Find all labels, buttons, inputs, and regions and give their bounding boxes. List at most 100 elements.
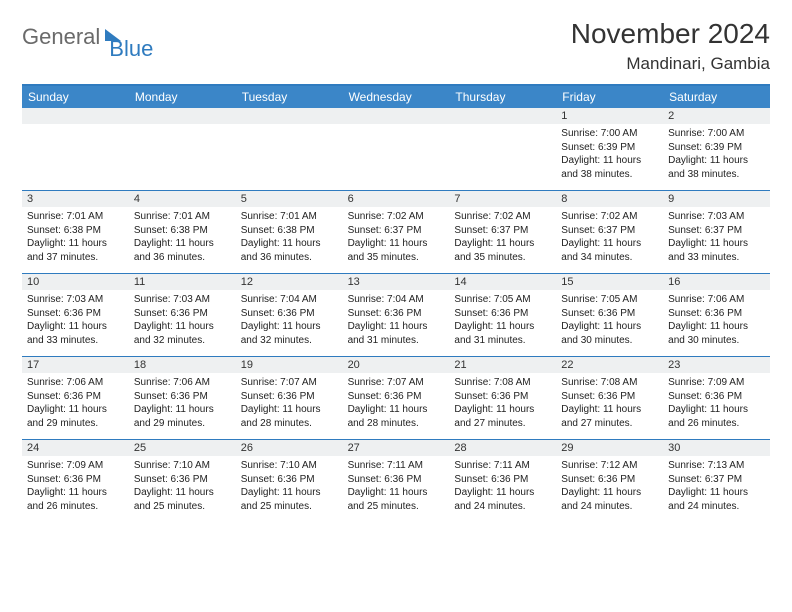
sunrise-text: Sunrise: 7:02 AM	[348, 210, 445, 224]
sunrise-text: Sunrise: 7:00 AM	[561, 127, 658, 141]
cell-body: Sunrise: 7:11 AMSunset: 6:36 PMDaylight:…	[343, 456, 450, 517]
daylight-text: Daylight: 11 hours and 26 minutes.	[668, 403, 765, 430]
daylight-text: Daylight: 11 hours and 34 minutes.	[561, 237, 658, 264]
day-header: Sunday	[22, 86, 129, 108]
sunset-text: Sunset: 6:38 PM	[241, 224, 338, 238]
sunrise-text: Sunrise: 7:08 AM	[454, 376, 551, 390]
sunrise-text: Sunrise: 7:02 AM	[454, 210, 551, 224]
day-number	[22, 108, 129, 124]
brand-logo: General Blue	[22, 24, 153, 50]
cell-body: Sunrise: 7:01 AMSunset: 6:38 PMDaylight:…	[22, 207, 129, 268]
day-number	[449, 108, 556, 124]
daylight-text: Daylight: 11 hours and 32 minutes.	[241, 320, 338, 347]
cell-body: Sunrise: 7:02 AMSunset: 6:37 PMDaylight:…	[449, 207, 556, 268]
weeks-container: 1Sunrise: 7:00 AMSunset: 6:39 PMDaylight…	[22, 108, 770, 522]
cell-body: Sunrise: 7:07 AMSunset: 6:36 PMDaylight:…	[343, 373, 450, 434]
sunset-text: Sunset: 6:36 PM	[134, 390, 231, 404]
daylight-text: Daylight: 11 hours and 24 minutes.	[561, 486, 658, 513]
day-number	[129, 108, 236, 124]
calendar-cell	[343, 108, 450, 190]
sunset-text: Sunset: 6:36 PM	[241, 307, 338, 321]
sunset-text: Sunset: 6:36 PM	[668, 307, 765, 321]
calendar-cell: 21Sunrise: 7:08 AMSunset: 6:36 PMDayligh…	[449, 357, 556, 439]
daylight-text: Daylight: 11 hours and 37 minutes.	[27, 237, 124, 264]
day-number: 12	[236, 274, 343, 290]
sunrise-text: Sunrise: 7:01 AM	[27, 210, 124, 224]
calendar-week: 17Sunrise: 7:06 AMSunset: 6:36 PMDayligh…	[22, 356, 770, 439]
sunrise-text: Sunrise: 7:07 AM	[241, 376, 338, 390]
sunrise-text: Sunrise: 7:03 AM	[668, 210, 765, 224]
calendar-cell: 29Sunrise: 7:12 AMSunset: 6:36 PMDayligh…	[556, 440, 663, 522]
day-number: 28	[449, 440, 556, 456]
sunrise-text: Sunrise: 7:02 AM	[561, 210, 658, 224]
cell-body: Sunrise: 7:11 AMSunset: 6:36 PMDaylight:…	[449, 456, 556, 517]
calendar-cell: 26Sunrise: 7:10 AMSunset: 6:36 PMDayligh…	[236, 440, 343, 522]
cell-body: Sunrise: 7:03 AMSunset: 6:37 PMDaylight:…	[663, 207, 770, 268]
day-number: 15	[556, 274, 663, 290]
sunrise-text: Sunrise: 7:04 AM	[348, 293, 445, 307]
calendar-cell: 16Sunrise: 7:06 AMSunset: 6:36 PMDayligh…	[663, 274, 770, 356]
cell-body: Sunrise: 7:04 AMSunset: 6:36 PMDaylight:…	[343, 290, 450, 351]
location-subtitle: Mandinari, Gambia	[571, 54, 770, 74]
cell-body: Sunrise: 7:01 AMSunset: 6:38 PMDaylight:…	[129, 207, 236, 268]
sunset-text: Sunset: 6:37 PM	[348, 224, 445, 238]
day-number: 18	[129, 357, 236, 373]
calendar-cell: 28Sunrise: 7:11 AMSunset: 6:36 PMDayligh…	[449, 440, 556, 522]
calendar-cell	[449, 108, 556, 190]
cell-body	[343, 124, 450, 131]
sunset-text: Sunset: 6:38 PM	[27, 224, 124, 238]
calendar-cell: 30Sunrise: 7:13 AMSunset: 6:37 PMDayligh…	[663, 440, 770, 522]
calendar-page: General Blue November 2024 Mandinari, Ga…	[0, 0, 792, 532]
day-number: 17	[22, 357, 129, 373]
sunset-text: Sunset: 6:37 PM	[454, 224, 551, 238]
sunrise-text: Sunrise: 7:09 AM	[27, 459, 124, 473]
cell-body: Sunrise: 7:06 AMSunset: 6:36 PMDaylight:…	[22, 373, 129, 434]
sunset-text: Sunset: 6:37 PM	[668, 473, 765, 487]
sunrise-text: Sunrise: 7:12 AM	[561, 459, 658, 473]
daylight-text: Daylight: 11 hours and 28 minutes.	[348, 403, 445, 430]
cell-body: Sunrise: 7:10 AMSunset: 6:36 PMDaylight:…	[129, 456, 236, 517]
sunrise-text: Sunrise: 7:08 AM	[561, 376, 658, 390]
day-number	[236, 108, 343, 124]
sunset-text: Sunset: 6:38 PM	[134, 224, 231, 238]
sunset-text: Sunset: 6:36 PM	[27, 390, 124, 404]
cell-body: Sunrise: 7:12 AMSunset: 6:36 PMDaylight:…	[556, 456, 663, 517]
sunset-text: Sunset: 6:36 PM	[241, 473, 338, 487]
calendar-cell: 11Sunrise: 7:03 AMSunset: 6:36 PMDayligh…	[129, 274, 236, 356]
daylight-text: Daylight: 11 hours and 26 minutes.	[27, 486, 124, 513]
calendar-cell: 1Sunrise: 7:00 AMSunset: 6:39 PMDaylight…	[556, 108, 663, 190]
daylight-text: Daylight: 11 hours and 36 minutes.	[134, 237, 231, 264]
day-header: Saturday	[663, 86, 770, 108]
sunrise-text: Sunrise: 7:05 AM	[561, 293, 658, 307]
calendar-cell: 23Sunrise: 7:09 AMSunset: 6:36 PMDayligh…	[663, 357, 770, 439]
calendar-cell: 3Sunrise: 7:01 AMSunset: 6:38 PMDaylight…	[22, 191, 129, 273]
calendar-cell: 7Sunrise: 7:02 AMSunset: 6:37 PMDaylight…	[449, 191, 556, 273]
daylight-text: Daylight: 11 hours and 29 minutes.	[27, 403, 124, 430]
cell-body: Sunrise: 7:09 AMSunset: 6:36 PMDaylight:…	[22, 456, 129, 517]
calendar-cell: 24Sunrise: 7:09 AMSunset: 6:36 PMDayligh…	[22, 440, 129, 522]
day-number: 29	[556, 440, 663, 456]
sunset-text: Sunset: 6:36 PM	[27, 307, 124, 321]
daylight-text: Daylight: 11 hours and 35 minutes.	[348, 237, 445, 264]
daylight-text: Daylight: 11 hours and 33 minutes.	[27, 320, 124, 347]
sunrise-text: Sunrise: 7:09 AM	[668, 376, 765, 390]
daylight-text: Daylight: 11 hours and 25 minutes.	[134, 486, 231, 513]
sunrise-text: Sunrise: 7:06 AM	[668, 293, 765, 307]
day-number: 16	[663, 274, 770, 290]
sunrise-text: Sunrise: 7:10 AM	[241, 459, 338, 473]
cell-body	[129, 124, 236, 131]
daylight-text: Daylight: 11 hours and 25 minutes.	[241, 486, 338, 513]
day-number: 11	[129, 274, 236, 290]
cell-body: Sunrise: 7:09 AMSunset: 6:36 PMDaylight:…	[663, 373, 770, 434]
day-number: 22	[556, 357, 663, 373]
sunset-text: Sunset: 6:36 PM	[668, 390, 765, 404]
sunrise-text: Sunrise: 7:03 AM	[134, 293, 231, 307]
sunset-text: Sunset: 6:36 PM	[454, 473, 551, 487]
calendar-cell: 25Sunrise: 7:10 AMSunset: 6:36 PMDayligh…	[129, 440, 236, 522]
daylight-text: Daylight: 11 hours and 28 minutes.	[241, 403, 338, 430]
sunset-text: Sunset: 6:39 PM	[561, 141, 658, 155]
daylight-text: Daylight: 11 hours and 31 minutes.	[454, 320, 551, 347]
calendar-cell: 4Sunrise: 7:01 AMSunset: 6:38 PMDaylight…	[129, 191, 236, 273]
day-header-row: Sunday Monday Tuesday Wednesday Thursday…	[22, 86, 770, 108]
day-number: 23	[663, 357, 770, 373]
